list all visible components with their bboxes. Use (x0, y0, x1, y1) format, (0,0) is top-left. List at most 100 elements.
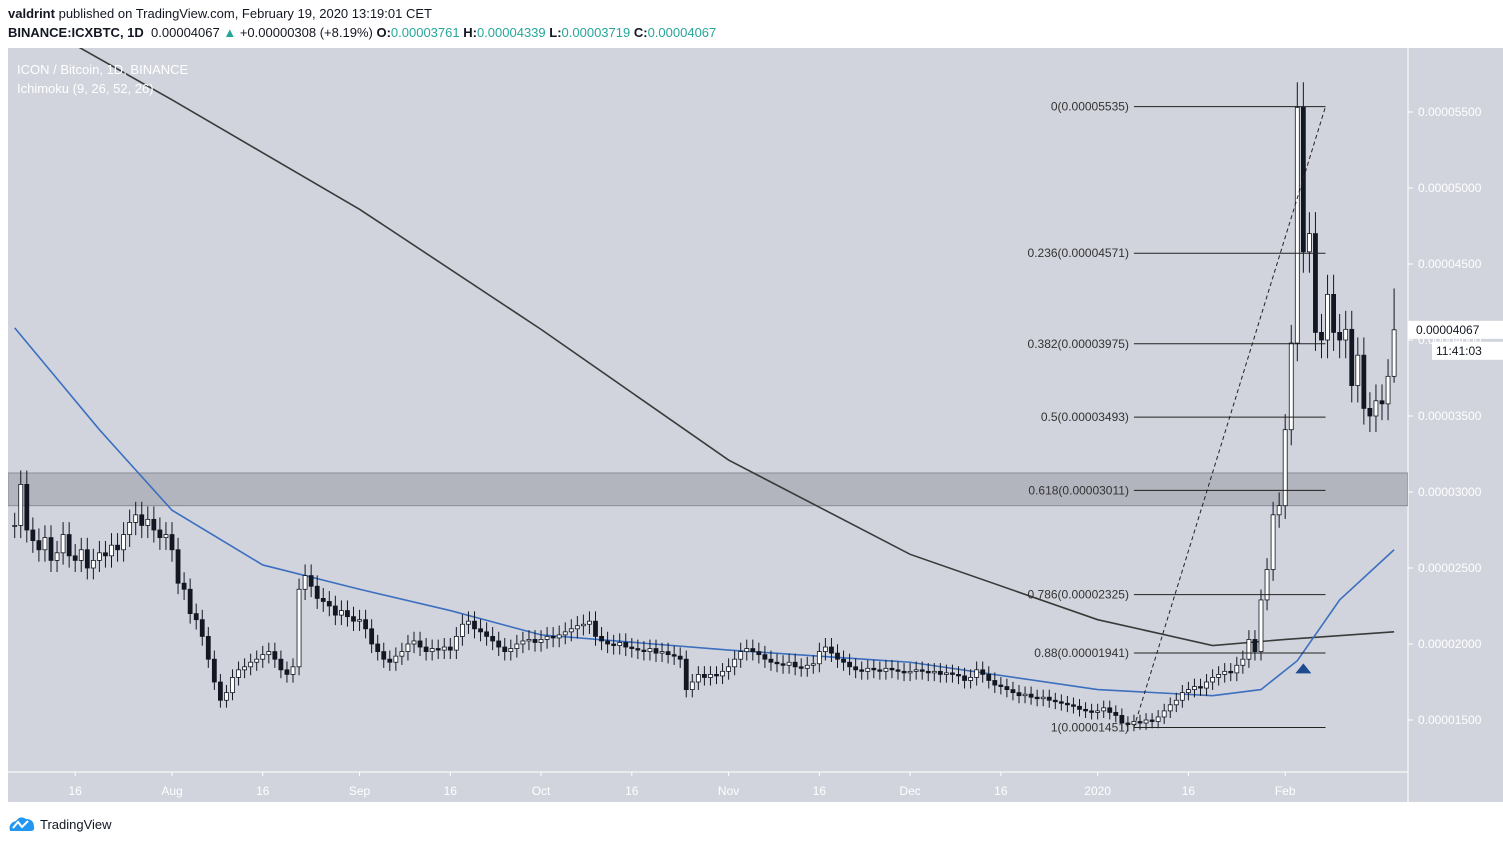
low-value: 0.00003719 (561, 25, 631, 40)
candle (502, 646, 508, 652)
candle (538, 639, 544, 643)
candle (472, 620, 477, 630)
candle (1361, 354, 1367, 409)
candle (835, 652, 840, 660)
candle (629, 646, 635, 649)
candle (732, 658, 738, 668)
candle (714, 674, 719, 677)
candle (841, 658, 846, 663)
candle (90, 560, 96, 569)
candle (1270, 514, 1276, 570)
candle (1137, 721, 1143, 724)
price-axis (1408, 48, 1503, 772)
candle (671, 654, 677, 657)
candle (211, 658, 217, 683)
candle (417, 640, 423, 648)
candle (593, 620, 598, 637)
candle (18, 483, 24, 526)
author[interactable]: valdrint (8, 6, 55, 21)
candle (1355, 354, 1361, 387)
fib-level-label: 0.88(0.00001941) (1034, 646, 1129, 660)
candle (224, 692, 229, 701)
candle (1300, 107, 1306, 253)
resistance-zone (8, 472, 1408, 507)
candle (254, 658, 260, 663)
candle (901, 670, 907, 674)
candle (357, 619, 362, 622)
candle (1143, 719, 1149, 724)
candle (1337, 331, 1343, 341)
footer-brand[interactable]: TradingView (40, 816, 112, 832)
candle (78, 549, 84, 561)
candle (677, 655, 683, 660)
candle (1325, 293, 1330, 341)
candle (653, 648, 659, 654)
candle (859, 669, 865, 672)
candle (363, 619, 369, 630)
close-label: C: (633, 25, 648, 40)
candle (1391, 329, 1397, 377)
plot-layer (8, 48, 1408, 732)
candle (441, 646, 447, 651)
candle (568, 628, 574, 633)
candle (980, 669, 986, 675)
candle (1071, 704, 1076, 707)
candle (66, 534, 72, 557)
publish-info: valdrint published on TradingView.com, F… (8, 6, 432, 21)
x-tick-label: 16 (444, 784, 458, 798)
candle (187, 588, 193, 615)
candle (1210, 677, 1215, 683)
chart-legend: ICON / Bitcoin, 1D, BINANCE Ichimoku (9,… (17, 60, 188, 98)
y-tick-label: 0.00005000 (1418, 181, 1482, 195)
candle (1228, 670, 1234, 674)
high-value: 0.00004339 (476, 25, 546, 40)
candle (163, 534, 169, 538)
candle (1016, 692, 1022, 697)
candle (968, 677, 973, 681)
candle (1167, 704, 1173, 712)
candle (587, 620, 592, 625)
candle (992, 680, 998, 686)
up-arrow-icon: ▲ (223, 25, 237, 40)
candle (556, 634, 562, 639)
x-tick-label: 16 (256, 784, 270, 798)
candle (72, 555, 78, 561)
candle (60, 534, 66, 554)
candle (871, 667, 877, 671)
candle (829, 646, 834, 654)
candle (1288, 342, 1294, 431)
y-tick-label: 0.00003500 (1418, 409, 1482, 423)
candle (1125, 722, 1131, 725)
y-tick-label: 0.00001500 (1418, 713, 1482, 727)
candle (181, 582, 187, 590)
candle (278, 658, 284, 671)
low-label: L: (549, 25, 562, 40)
candle (762, 654, 768, 660)
candle (284, 669, 290, 675)
candle (702, 674, 707, 678)
candle (647, 648, 653, 652)
candle (956, 674, 961, 677)
candle (1246, 639, 1252, 660)
x-tick-label: Aug (161, 784, 182, 798)
candle (169, 534, 175, 551)
x-tick-label: 16 (813, 784, 827, 798)
tradingview-logo-icon (9, 817, 35, 831)
candle (1294, 107, 1300, 344)
open-value: 0.00003761 (390, 25, 460, 40)
candle (611, 643, 617, 646)
candle (484, 631, 490, 637)
candle (496, 640, 502, 648)
candle (1307, 233, 1312, 253)
last-price-badge (1408, 320, 1503, 339)
candle (1222, 670, 1228, 675)
legend-indicator[interactable]: Ichimoku (9, 26, 52, 26) (17, 81, 154, 96)
candle (950, 672, 955, 675)
candle (786, 661, 792, 666)
fib-trend-line (1133, 106, 1326, 728)
candle (1234, 664, 1240, 674)
candle (1040, 696, 1046, 700)
candle (1028, 693, 1034, 698)
candle (1343, 328, 1349, 341)
